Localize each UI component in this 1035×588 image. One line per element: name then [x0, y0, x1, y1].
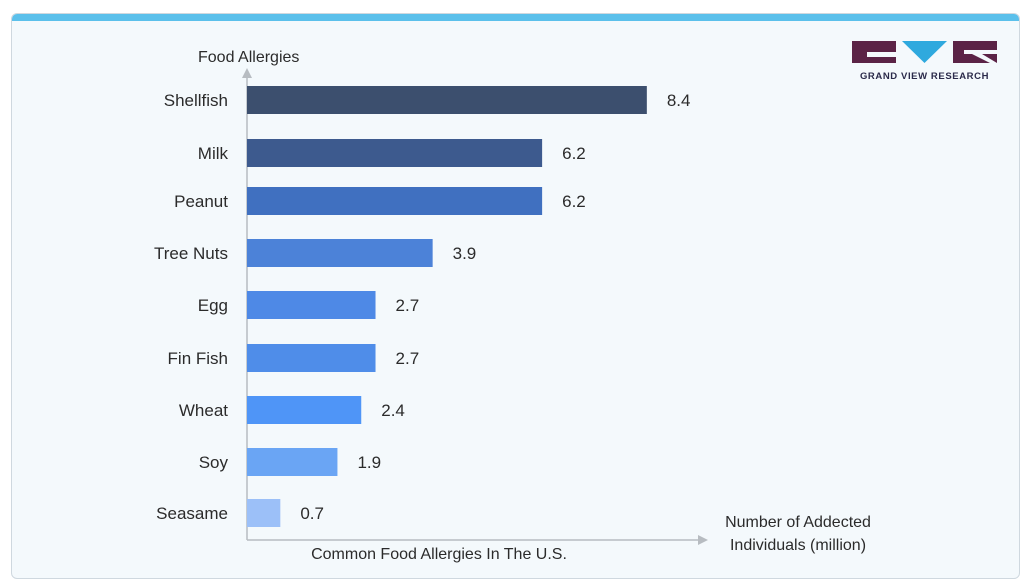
value-label: 2.4: [381, 401, 405, 420]
bar: [247, 448, 338, 476]
category-label: Milk: [198, 144, 229, 163]
bar: [247, 344, 376, 372]
category-labels: Shellfish Milk Peanut Tree Nuts Egg Fin Fish W…: [154, 91, 229, 523]
y-axis-title: Food Allergies: [198, 49, 299, 66]
category-label: Seasame: [156, 504, 228, 523]
x-axis-title-line-1: Number of Addected: [725, 514, 871, 531]
brand-name: GRAND VIEW RESEARCH: [859, 71, 990, 82]
top-accent-bar: [12, 14, 1019, 21]
value-label: 6.2: [562, 144, 586, 163]
grand-view-research-logo: GRAND VIEW RESEARCH: [852, 41, 997, 86]
bar: [247, 291, 376, 319]
category-label: Fin Fish: [168, 349, 228, 368]
chart-card: Shellfish Milk Peanut Tree Nuts Egg Fin Fish W…: [11, 13, 1020, 579]
category-label: Shellfish: [164, 91, 228, 110]
category-label: Soy: [199, 453, 229, 472]
gvr-logo-icon: [852, 41, 997, 63]
value-label: 1.9: [357, 453, 381, 472]
chart-bars: [247, 86, 647, 527]
chart-title: Common Food Allergies In The U.S.: [311, 546, 567, 563]
x-axis-title-line-2: Individuals (million): [730, 537, 866, 554]
logo-g-cut: [867, 52, 896, 57]
value-label: 2.7: [396, 296, 420, 315]
bar: [247, 86, 647, 114]
category-label: Peanut: [174, 192, 228, 211]
bar: [247, 239, 433, 267]
value-label: 3.9: [453, 244, 477, 263]
logo-r-cut: [964, 50, 997, 63]
x-axis-arrow: [698, 535, 708, 545]
bar-chart: Shellfish Milk Peanut Tree Nuts Egg Fin Fish W…: [154, 49, 871, 563]
y-axis-arrow: [242, 68, 252, 78]
bar: [247, 139, 543, 167]
value-label: 6.2: [562, 192, 586, 211]
bar: [247, 187, 543, 215]
value-labels: 8.4 6.2 6.2 3.9 2.7 2.7 2.4 1.9 0.7: [300, 91, 690, 523]
category-label: Wheat: [179, 401, 228, 420]
bar: [247, 396, 362, 424]
value-label: 2.7: [396, 349, 420, 368]
category-label: Tree Nuts: [154, 244, 228, 263]
logo-v-triangle: [902, 41, 947, 63]
category-label: Egg: [198, 296, 228, 315]
value-label: 0.7: [300, 504, 324, 523]
bar: [247, 499, 281, 527]
value-label: 8.4: [667, 91, 691, 110]
